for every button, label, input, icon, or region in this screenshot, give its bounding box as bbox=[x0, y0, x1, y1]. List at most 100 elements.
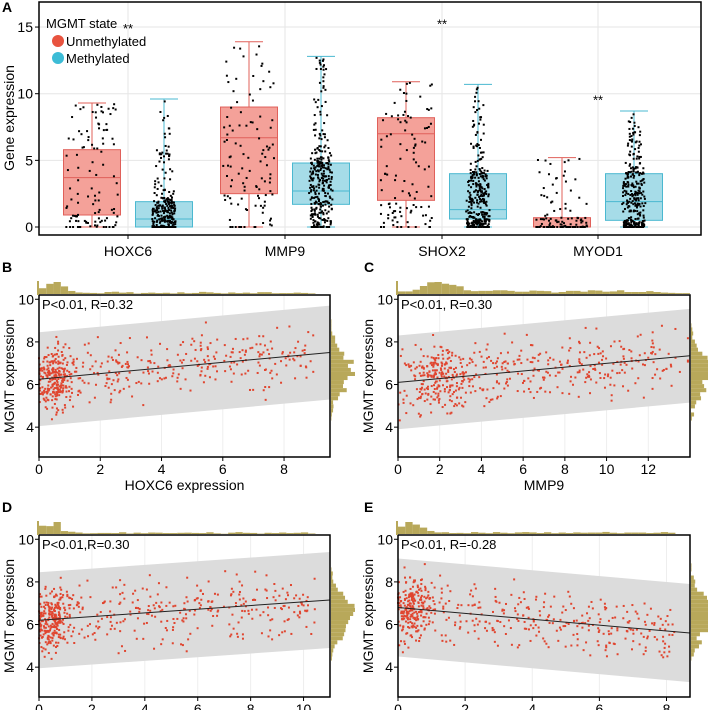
histogram-bar-x bbox=[427, 282, 435, 294]
data-point bbox=[471, 378, 474, 381]
data-point bbox=[635, 180, 638, 183]
data-point bbox=[316, 146, 319, 149]
data-point bbox=[61, 380, 64, 383]
data-point bbox=[153, 362, 156, 365]
data-point bbox=[499, 395, 502, 398]
data-point bbox=[466, 364, 469, 367]
histogram-bar-x bbox=[300, 292, 309, 294]
data-point bbox=[317, 192, 320, 195]
data-point bbox=[49, 642, 52, 645]
data-point bbox=[39, 634, 42, 637]
data-point bbox=[504, 360, 507, 363]
data-point bbox=[542, 187, 545, 190]
data-point bbox=[402, 401, 405, 404]
data-point bbox=[288, 325, 291, 328]
data-point bbox=[259, 204, 262, 207]
data-point bbox=[323, 136, 326, 139]
data-point bbox=[463, 378, 466, 381]
data-point bbox=[259, 614, 262, 617]
data-point bbox=[426, 365, 429, 368]
data-point bbox=[158, 221, 161, 224]
data-point bbox=[81, 379, 84, 382]
histogram-bar-y bbox=[331, 591, 344, 596]
histogram-bar-x bbox=[89, 292, 98, 294]
data-point bbox=[412, 158, 415, 161]
data-point bbox=[629, 209, 632, 212]
data-point bbox=[54, 398, 57, 401]
data-point bbox=[126, 366, 129, 369]
data-point bbox=[536, 226, 539, 228]
data-point bbox=[223, 359, 226, 362]
data-point bbox=[112, 379, 115, 382]
data-point bbox=[230, 351, 233, 354]
data-point bbox=[541, 376, 544, 379]
data-point bbox=[599, 376, 602, 379]
data-point bbox=[258, 355, 261, 358]
data-point bbox=[418, 364, 421, 367]
data-point bbox=[561, 392, 564, 395]
data-point bbox=[442, 605, 445, 608]
data-point bbox=[113, 103, 116, 106]
data-point bbox=[450, 378, 453, 381]
data-point bbox=[482, 178, 485, 181]
data-point bbox=[475, 201, 478, 204]
data-point bbox=[402, 615, 405, 618]
data-point bbox=[446, 386, 449, 389]
data-point bbox=[588, 354, 591, 357]
data-point bbox=[484, 190, 487, 193]
data-point bbox=[625, 224, 628, 227]
data-point bbox=[635, 198, 638, 201]
data-point bbox=[412, 204, 415, 207]
data-point bbox=[423, 563, 426, 566]
data-point bbox=[631, 166, 634, 169]
data-point bbox=[451, 373, 454, 376]
data-point bbox=[156, 226, 159, 228]
data-point bbox=[406, 618, 409, 621]
x-tick-label: 2 bbox=[461, 701, 469, 710]
data-point bbox=[102, 226, 105, 228]
data-point bbox=[405, 364, 408, 367]
data-point bbox=[411, 605, 414, 608]
histogram-bar-y bbox=[691, 355, 708, 360]
histogram-bar-y bbox=[331, 611, 354, 616]
data-point bbox=[407, 626, 410, 629]
data-point bbox=[259, 160, 262, 163]
histogram-bar-x bbox=[53, 282, 61, 294]
data-point bbox=[41, 620, 44, 623]
data-point bbox=[597, 613, 600, 616]
data-point bbox=[446, 357, 449, 360]
data-point bbox=[581, 626, 584, 629]
histogram-bar-y bbox=[331, 616, 351, 621]
data-point bbox=[295, 594, 298, 597]
data-point bbox=[327, 202, 330, 205]
data-point bbox=[584, 622, 587, 625]
data-point bbox=[313, 224, 316, 227]
data-point bbox=[439, 390, 442, 393]
data-point bbox=[387, 213, 390, 216]
data-point bbox=[54, 603, 57, 606]
data-point bbox=[52, 371, 55, 374]
data-point bbox=[467, 179, 470, 182]
data-point bbox=[455, 404, 458, 407]
data-point bbox=[631, 604, 634, 607]
data-point bbox=[467, 377, 470, 380]
data-point bbox=[455, 385, 458, 388]
data-point bbox=[639, 143, 642, 146]
data-point bbox=[408, 194, 411, 197]
data-point bbox=[69, 226, 72, 228]
data-point bbox=[391, 212, 394, 215]
data-point bbox=[549, 391, 552, 394]
x-tick-label: MYOD1 bbox=[573, 243, 623, 259]
data-point bbox=[426, 372, 429, 375]
data-point bbox=[462, 376, 465, 379]
data-point bbox=[121, 364, 124, 367]
y-tick-label: 6 bbox=[26, 617, 34, 633]
data-point bbox=[238, 351, 241, 354]
data-point bbox=[55, 384, 58, 387]
data-point bbox=[402, 626, 405, 629]
data-point bbox=[49, 393, 52, 396]
data-point bbox=[168, 153, 171, 156]
data-point bbox=[42, 633, 45, 636]
data-point bbox=[409, 605, 412, 608]
data-point bbox=[385, 135, 388, 138]
